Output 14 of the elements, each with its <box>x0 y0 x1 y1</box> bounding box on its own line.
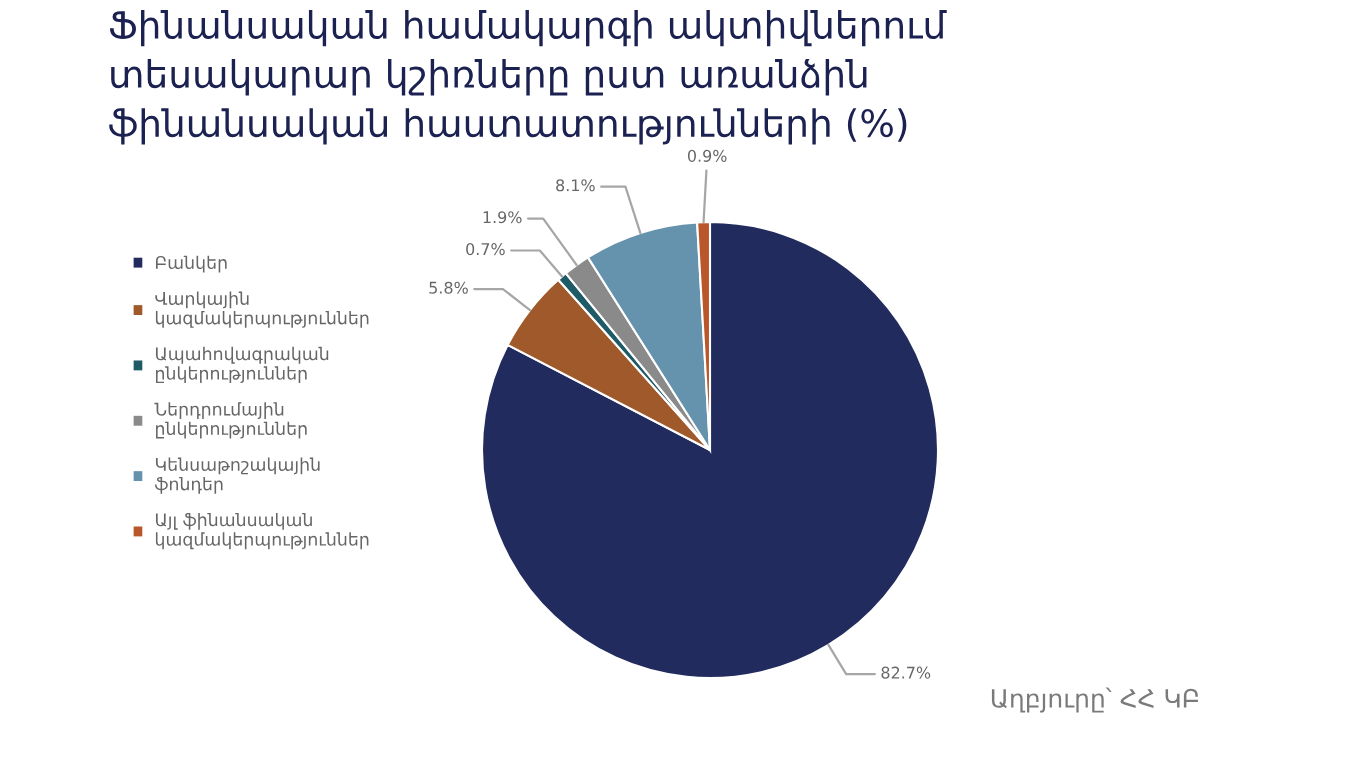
legend-label: Վարկային կազմակերպություններ <box>155 291 369 328</box>
data-label: 8.1% <box>556 179 595 192</box>
data-label: 0.9% <box>687 149 727 162</box>
legend-label: Այլ ֆինանսական կազմակերպություններ <box>155 512 369 550</box>
chart-title: Ֆինանսական համակարգի ակտիվներում տեսակարար կշիռները ըստ առանձին ֆինանսական հաստատությունների (%) <box>109 10 947 145</box>
legend-label: Կենսաթոշակային ֆոնդեր <box>155 457 320 494</box>
data-label: 1.9% <box>483 211 522 224</box>
data-label: 5.8% <box>429 281 468 294</box>
legend-label: Բանկեր <box>155 255 227 273</box>
data-label: 82.7% <box>881 666 931 679</box>
data-label: 0.7% <box>466 243 505 256</box>
legend-label: Ներդրումային ընկերություններ <box>154 402 307 439</box>
legend-label: Ապահովագրական ընկերություններ <box>155 346 329 384</box>
text: Աղբյուրը՝ ՀՀ ԿԲ <box>991 687 1198 713</box>
